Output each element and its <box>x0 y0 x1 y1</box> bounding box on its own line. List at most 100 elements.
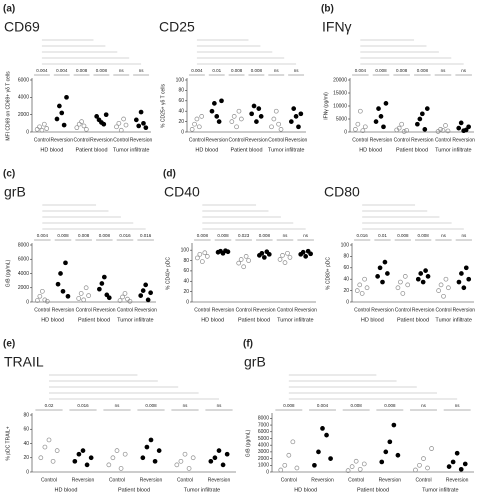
data-point <box>273 108 279 114</box>
data-point <box>99 281 105 286</box>
y-tick-label: 40 <box>183 279 189 285</box>
data-point <box>463 265 469 271</box>
x-tick-label: Reversion <box>446 477 469 483</box>
data-point <box>353 127 358 132</box>
chart-title: CD25 <box>159 19 195 35</box>
x-tick-label: Control <box>113 137 129 143</box>
data-point <box>65 293 71 299</box>
x-tick-label: Control <box>268 137 284 143</box>
p-value: 0.008 <box>418 233 430 238</box>
data-point <box>417 462 422 468</box>
data-point <box>83 285 89 291</box>
y-tick-label: 100 <box>176 77 185 83</box>
data-point <box>387 439 393 445</box>
data-point <box>81 123 87 129</box>
data-point <box>59 110 65 116</box>
p-value: 0.008 <box>251 68 263 73</box>
data-point <box>266 251 272 257</box>
data-point <box>405 282 411 288</box>
y-tick-label: 0 <box>26 299 29 305</box>
data-point <box>114 448 120 453</box>
data-point <box>61 122 67 128</box>
data-point <box>359 291 365 296</box>
group-label: HD blood <box>361 317 384 323</box>
data-point <box>395 452 401 458</box>
p-value: 0.008 <box>375 68 387 73</box>
data-point <box>229 119 235 124</box>
data-point <box>120 294 125 300</box>
y-tick-label: 6000 <box>258 429 269 435</box>
y-tick-label: 20 <box>343 288 349 294</box>
data-point <box>39 127 45 133</box>
data-point <box>143 282 149 288</box>
data-point <box>106 462 112 468</box>
panel-letter: (a) <box>3 4 15 15</box>
data-point <box>286 452 292 458</box>
data-point <box>122 451 128 457</box>
data-point <box>189 127 195 132</box>
x-tick-label: Reversion <box>52 307 75 313</box>
data-point <box>298 111 304 117</box>
group-label: Tumor infiltrate <box>113 147 149 153</box>
data-point <box>54 116 60 122</box>
data-point <box>373 119 379 124</box>
p-value: ns <box>217 403 223 408</box>
x-tick-label: Reversion <box>205 137 228 143</box>
data-point <box>463 127 469 133</box>
x-tick-label: Reversion <box>50 137 73 143</box>
data-point <box>224 451 230 457</box>
group-label: HD blood <box>41 317 64 323</box>
y-tick-label: 4000 <box>258 443 269 449</box>
data-point <box>377 265 383 271</box>
data-point <box>178 458 184 464</box>
chart-title: CD69 <box>4 19 40 35</box>
data-point <box>446 285 451 291</box>
data-point <box>238 116 244 122</box>
y-axis-label: % CD80+ pDC <box>325 257 331 290</box>
data-point <box>136 123 142 129</box>
group-label: Tumor infiltrate <box>435 147 471 153</box>
y-tick-label: 0 <box>344 129 347 135</box>
y-tick-label: 0 <box>181 129 184 135</box>
data-point <box>214 114 220 119</box>
x-tick-label: Control <box>277 307 293 313</box>
data-point <box>148 290 153 296</box>
data-point <box>288 119 294 124</box>
data-point <box>174 462 180 468</box>
p-value: 0.008 <box>384 403 396 408</box>
y-tick-label: 5000 <box>258 436 269 442</box>
x-tick-label: Reversion <box>134 307 157 313</box>
y-tick-label: 2000 <box>18 285 29 291</box>
data-point <box>94 114 100 119</box>
x-tick-label: Control <box>435 137 451 143</box>
y-tick-label: 20 <box>183 289 189 295</box>
data-point <box>42 297 48 303</box>
data-point <box>396 125 402 131</box>
y-tick-label: 0 <box>266 469 269 475</box>
chart-title: CD40 <box>164 184 200 200</box>
x-tick-label: Reversion <box>93 307 116 313</box>
data-point <box>383 449 389 455</box>
x-tick-label: Control <box>348 477 364 483</box>
data-point <box>110 455 116 461</box>
data-point <box>277 257 283 262</box>
data-point <box>424 106 430 111</box>
data-point <box>404 128 409 133</box>
x-tick-label: Reversion <box>294 307 317 313</box>
data-point <box>438 282 444 288</box>
data-point <box>236 108 242 114</box>
data-point <box>362 124 368 130</box>
data-point <box>138 109 144 115</box>
p-value: 0.008 <box>283 403 295 408</box>
p-value: ns <box>441 68 447 73</box>
data-point <box>76 121 82 127</box>
x-tick-label: Reversion <box>411 137 434 143</box>
data-point <box>438 127 443 132</box>
data-point <box>195 255 200 261</box>
x-tick-label: Control <box>435 307 451 313</box>
panel-letter: (e) <box>3 339 15 350</box>
data-point <box>402 274 408 279</box>
data-point <box>38 455 44 461</box>
data-point <box>194 116 200 122</box>
group-label: HD blood <box>40 147 63 153</box>
